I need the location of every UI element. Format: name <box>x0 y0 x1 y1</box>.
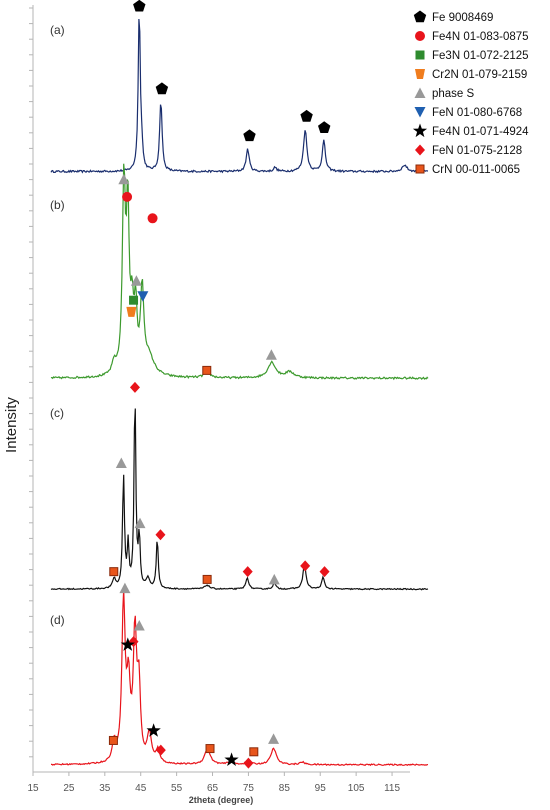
legend-label: Cr2N 01-079-2159 <box>432 69 527 81</box>
peak-marker-pentagon <box>300 109 313 122</box>
legend-marker-star <box>412 123 428 138</box>
legend-label: Fe 9008469 <box>432 12 493 24</box>
x-tick-label: 105 <box>348 783 365 794</box>
legend-entry: FeN 01-075-2128 <box>415 144 522 157</box>
peak-marker-square-outlined <box>202 574 212 584</box>
peak-marker-pentagon <box>318 121 331 133</box>
series-line-c <box>50 408 429 591</box>
x-tick-label: 75 <box>243 783 255 794</box>
legend-label: Fe4N 01-071-4924 <box>432 126 529 138</box>
legend-marker-triangle-down <box>414 107 426 118</box>
legend-label: Fe3N 01-072-2125 <box>432 50 529 62</box>
peak-marker-diamond <box>155 744 166 756</box>
peak-marker-triangle-up <box>118 173 130 185</box>
series-panel-a: (a) <box>50 0 429 174</box>
peak-marker-trapezoid <box>126 306 137 317</box>
peak-marker-triangle-up <box>130 275 142 286</box>
legend-entry: phase S <box>414 87 475 100</box>
legend-label: FeN 01-075-2128 <box>432 145 522 157</box>
peak-marker-diamond <box>242 566 253 578</box>
peak-marker-square-outlined <box>205 744 215 754</box>
peak-marker-star <box>120 637 135 651</box>
panel-label: (b) <box>50 198 65 212</box>
peak-marker-triangle-up <box>268 733 280 744</box>
legend-entry: Fe3N 01-072-2125 <box>415 50 529 62</box>
legend-entry: Cr2N 01-079-2159 <box>415 69 527 81</box>
legend: Fe 9008469 Fe4N 01-083-0875 Fe3N 01-072-21… <box>412 10 529 176</box>
peak-marker-square-outlined <box>108 735 118 745</box>
series-panel-c: (c) <box>50 381 429 591</box>
peak-marker-triangle-down <box>137 291 149 302</box>
y-axis-label: Intensity <box>3 397 20 453</box>
peak-marker-pentagon <box>243 129 256 142</box>
x-tick-label: 55 <box>171 783 183 794</box>
panel-label: (a) <box>50 23 65 37</box>
series-line-d <box>51 588 429 767</box>
panel-label: (c) <box>50 406 64 420</box>
peak-marker-pentagon <box>155 82 169 95</box>
x-tick-label: 35 <box>99 783 111 794</box>
axes: 15 25 35 45 55 65 75 85 95 105 115 <box>27 5 410 794</box>
legend-marker-trapezoid <box>415 69 425 79</box>
peak-marker-triangle-up <box>268 573 280 585</box>
x-tick-label: 115 <box>384 783 400 794</box>
series-line-b <box>50 163 429 381</box>
x-axis-label: 2theta (degree) <box>189 795 254 805</box>
peak-marker-star <box>146 723 161 737</box>
x-tick-label: 15 <box>27 783 39 794</box>
peak-marker-diamond <box>129 381 140 393</box>
x-tick-label: 25 <box>63 783 75 794</box>
legend-entry: CrN 00-011-0065 <box>415 164 520 176</box>
x-tick-label: 65 <box>207 783 219 794</box>
legend-label: phase S <box>432 88 475 100</box>
series-panel-d: (d) <box>50 582 429 769</box>
plot-area: (a) (b) (c) (d) <box>50 0 429 769</box>
legend-marker-pentagon <box>413 10 427 23</box>
legend-marker-triangle-up <box>414 87 426 98</box>
x-tick-label: 45 <box>135 783 147 794</box>
peak-marker-square-outlined <box>249 747 259 757</box>
peak-marker-circle <box>147 213 158 224</box>
legend-marker-diamond <box>415 144 425 156</box>
peak-marker-diamond <box>155 529 166 541</box>
legend-entry: FeN 01-080-6768 <box>414 107 522 119</box>
series-panel-b: (b) <box>50 163 429 381</box>
legend-entry: Fe4N 01-083-0875 <box>415 31 529 43</box>
peak-marker-triangle-up <box>119 582 131 594</box>
legend-entry: Fe 9008469 <box>413 10 493 24</box>
peak-marker-star <box>224 752 239 766</box>
peak-marker-square <box>129 295 139 305</box>
peak-marker-circle <box>122 191 133 202</box>
peak-marker-diamond <box>243 757 254 769</box>
peak-marker-square-outlined <box>109 567 119 577</box>
legend-label: CrN 00-011-0065 <box>432 164 520 176</box>
peak-marker-triangle-up <box>133 619 145 631</box>
panel-label: (d) <box>50 613 65 627</box>
series-line-a <box>50 18 429 174</box>
peak-marker-pentagon <box>133 0 146 12</box>
legend-marker-square-outlined <box>415 164 425 174</box>
legend-marker-square <box>415 50 425 60</box>
legend-marker-circle <box>415 31 425 41</box>
peak-marker-diamond <box>300 560 311 572</box>
legend-entry: Fe4N 01-071-4924 <box>412 123 529 138</box>
peak-marker-diamond <box>319 566 330 578</box>
peak-marker-triangle-up <box>265 349 277 360</box>
legend-label: Fe4N 01-083-0875 <box>432 31 529 43</box>
peak-marker-triangle-up <box>134 517 146 529</box>
peak-marker-square-outlined <box>202 365 212 375</box>
peak-marker-triangle-up <box>115 457 127 469</box>
x-tick-label: 95 <box>315 783 327 794</box>
x-tick-label: 85 <box>279 783 291 794</box>
legend-label: FeN 01-080-6768 <box>432 107 522 119</box>
